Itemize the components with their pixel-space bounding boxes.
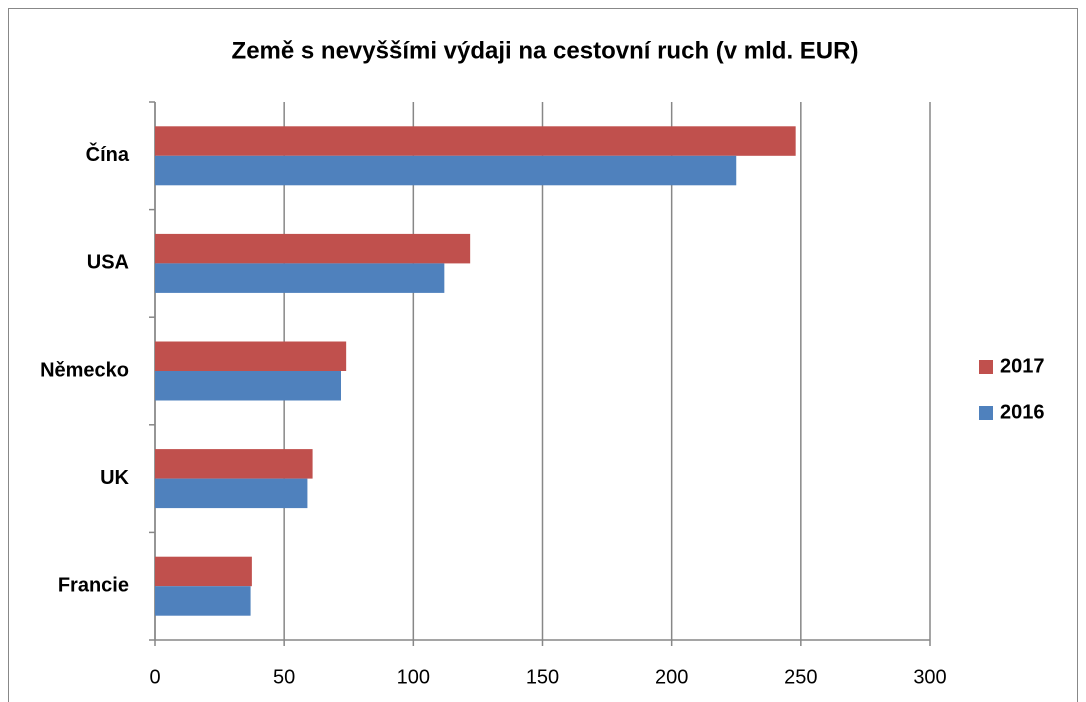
- y-tick-label: Francie: [58, 574, 129, 596]
- bar: [155, 126, 796, 156]
- legend-swatch: [979, 406, 993, 420]
- bar: [155, 155, 737, 186]
- bar: [155, 449, 313, 479]
- bar: [155, 478, 308, 509]
- y-tick-label: UK: [100, 467, 129, 489]
- x-tick-label: 150: [526, 666, 559, 688]
- y-tick-label: USA: [87, 252, 129, 274]
- bar: [155, 586, 251, 616]
- y-tick-label: Německo: [40, 359, 129, 381]
- bar: [155, 233, 471, 264]
- legend-swatch: [979, 360, 993, 374]
- x-tick-label: 250: [784, 666, 817, 688]
- bar: [155, 556, 252, 587]
- x-tick-label: 300: [913, 666, 946, 688]
- legend-label: 2016: [1000, 401, 1045, 423]
- x-tick-label: 0: [149, 666, 160, 688]
- legend-label: 2017: [1000, 355, 1045, 377]
- x-tick-label: 200: [655, 666, 688, 688]
- y-tick-label: Čína: [86, 142, 130, 166]
- x-tick-label: 50: [273, 666, 295, 688]
- bar: [155, 263, 445, 293]
- bar: [155, 371, 341, 401]
- x-tick-label: 100: [397, 666, 430, 688]
- chart-title: Země s nevyššími výdaji na cestovní ruch…: [232, 37, 859, 64]
- chart-frame: [8, 8, 1078, 702]
- bar: [155, 341, 347, 371]
